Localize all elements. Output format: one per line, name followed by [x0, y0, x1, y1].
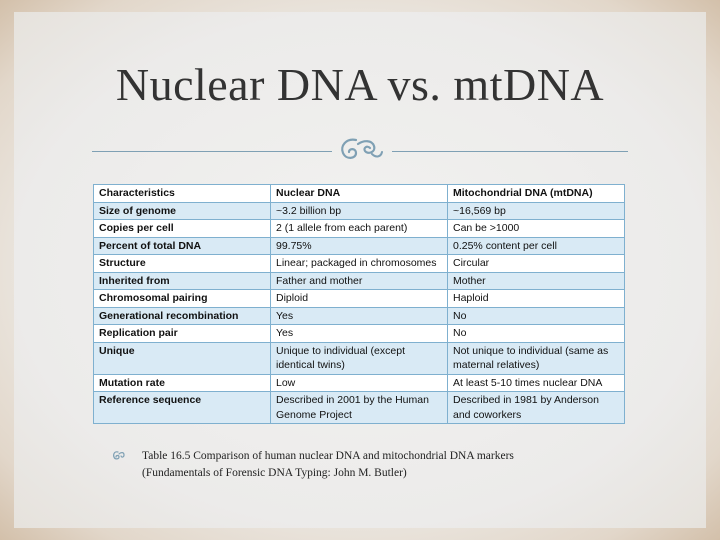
- table-row: Mutation rate Low At least 5-10 times nu…: [93, 373, 625, 392]
- curl-bullet-icon: [113, 451, 125, 460]
- title-divider-left: [92, 151, 332, 152]
- slide-title: Nuclear DNA vs. mtDNA: [115, 59, 605, 110]
- nuclear-cell: Father and mother: [270, 271, 448, 290]
- table-header-row: Characteristics Nuclear DNA Mitochondria…: [93, 184, 625, 203]
- table-row: Structure Linear; packaged in chromosome…: [93, 254, 625, 273]
- mtdna-cell: Can be >1000: [447, 219, 625, 238]
- mtdna-cell: No: [447, 306, 625, 325]
- table-caption: Table 16.5 Comparison of human nuclear D…: [112, 448, 612, 482]
- row-label: Size of genome: [93, 201, 271, 220]
- nuclear-cell: ~3.2 billion bp: [270, 201, 448, 220]
- table-row: Chromosomal pairing Diploid Haploid: [93, 289, 625, 308]
- nuclear-cell: Yes: [270, 324, 448, 343]
- caption-line-1: Table 16.5 Comparison of human nuclear D…: [142, 450, 514, 462]
- mtdna-cell: No: [447, 324, 625, 343]
- table-row: Size of genome ~3.2 billion bp ~16,569 b…: [93, 201, 625, 220]
- row-label: Replication pair: [93, 324, 271, 343]
- nuclear-cell: Diploid: [270, 289, 448, 308]
- table-row: Reference sequence Described in 2001 by …: [93, 391, 625, 424]
- row-label: Mutation rate: [93, 373, 271, 392]
- row-label: Chromosomal pairing: [93, 289, 271, 308]
- mtdna-cell: Haploid: [447, 289, 625, 308]
- table-row: Unique Unique to individual (except iden…: [93, 341, 625, 375]
- header-nuclear-dna: Nuclear DNA: [270, 184, 448, 203]
- header-characteristics: Characteristics: [93, 184, 271, 203]
- table-row: Percent of total DNA 99.75% 0.25% conten…: [93, 236, 625, 255]
- mtdna-cell: At least 5-10 times nuclear DNA: [447, 373, 625, 392]
- row-label: Percent of total DNA: [93, 236, 271, 255]
- nuclear-cell: Described in 2001 by the Human Genome Pr…: [270, 391, 448, 424]
- row-label: Generational recombination: [93, 306, 271, 325]
- table-row: Replication pair Yes No: [93, 324, 625, 343]
- header-mtdna: Mitochondrial DNA (mtDNA): [447, 184, 625, 203]
- row-label: Inherited from: [93, 271, 271, 290]
- nuclear-cell: 2 (1 allele from each parent): [270, 219, 448, 238]
- row-label: Reference sequence: [93, 391, 271, 424]
- nuclear-cell: Unique to individual (except identical t…: [270, 341, 448, 375]
- mtdna-cell: Described in 1981 by Anderson and cowork…: [447, 391, 625, 424]
- mtdna-cell: 0.25% content per cell: [447, 236, 625, 255]
- mtdna-cell: Not unique to individual (same as matern…: [447, 341, 625, 375]
- row-label: Copies per cell: [93, 219, 271, 238]
- row-label: Structure: [93, 254, 271, 273]
- caption-line-2: (Fundamentals of Forensic DNA Typing: Jo…: [142, 467, 407, 479]
- title-divider-right: [392, 151, 628, 152]
- nuclear-cell: 99.75%: [270, 236, 448, 255]
- table-row: Generational recombination Yes No: [93, 306, 625, 325]
- curl-ornament-icon: [341, 138, 383, 159]
- mtdna-cell: Mother: [447, 271, 625, 290]
- nuclear-cell: Linear; packaged in chromosomes: [270, 254, 448, 273]
- table-row: Copies per cell 2 (1 allele from each pa…: [93, 219, 625, 238]
- row-label: Unique: [93, 341, 271, 375]
- table-row: Inherited from Father and mother Mother: [93, 271, 625, 290]
- nuclear-cell: Yes: [270, 306, 448, 325]
- mtdna-cell: ~16,569 bp: [447, 201, 625, 220]
- comparison-table: Characteristics Nuclear DNA Mitochondria…: [93, 184, 625, 424]
- nuclear-cell: Low: [270, 373, 448, 392]
- mtdna-cell: Circular: [447, 254, 625, 273]
